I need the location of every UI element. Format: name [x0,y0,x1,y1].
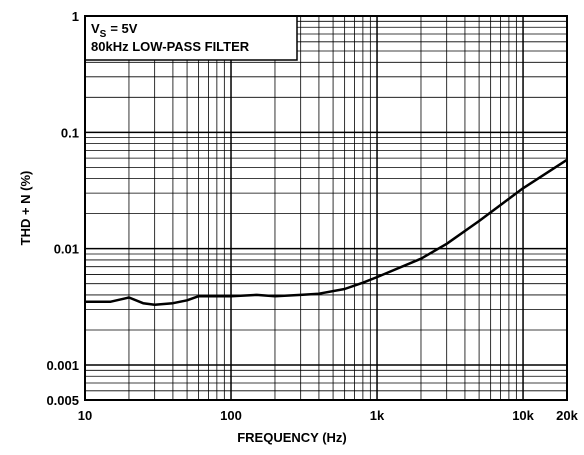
x-tick-label: 10 [78,408,92,423]
y-axis-label: THD + N (%) [18,171,33,246]
y-tick-label: 0.001 [46,358,79,373]
y-tick-label: 1 [72,9,79,24]
x-tick-label: 100 [220,408,242,423]
condition-box [84,15,298,61]
supply-subscript: S [100,29,107,40]
supply-condition: VS = 5V [91,21,138,40]
x-tick-label: 10k [512,408,534,423]
y-tick-label: 0.005 [46,393,79,408]
y-tick-label: 0.1 [61,125,79,140]
supply-symbol: V [91,21,100,36]
plot-frame [84,15,568,401]
filter-condition: 80kHz LOW-PASS FILTER [91,39,250,54]
data-line [85,158,568,306]
supply-value: = 5V [110,21,137,36]
x-tick-label: 1k [370,408,385,423]
y-tick-label: 0.01 [54,242,79,257]
x-axis-label: FREQUENCY (Hz) [237,430,347,445]
x-tick-label: 20k [556,408,578,423]
